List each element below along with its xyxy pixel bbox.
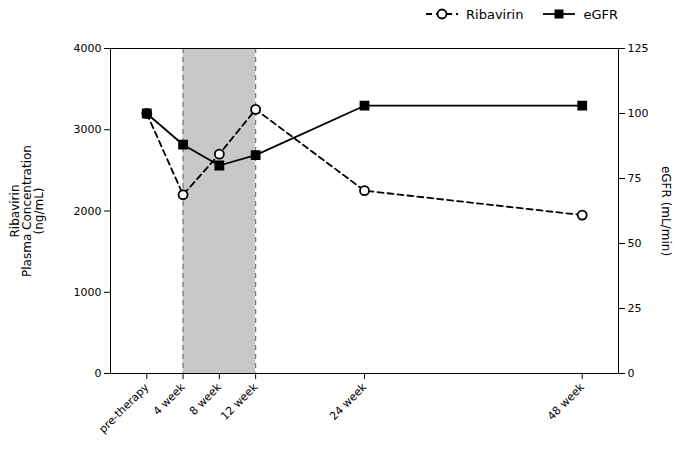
svg-text:eGFR (mL/min): eGFR (mL/min) (659, 166, 673, 256)
svg-text:100: 100 (628, 107, 649, 120)
svg-text:pre-therapy: pre-therapy (96, 380, 151, 435)
svg-text:0: 0 (628, 367, 635, 380)
html-text:eGFR: eGFR (583, 6, 618, 22)
svg-text:125: 125 (628, 42, 649, 55)
svg-text:3000: 3000 (74, 123, 102, 136)
svg-text:RibavirinPlasma Concentration(: RibavirinPlasma Concentration(ng/mL) (8, 145, 46, 277)
svg-text:4 week: 4 week (151, 380, 188, 417)
svg-text:75: 75 (628, 172, 642, 185)
svg-text:12 week: 12 week (218, 380, 260, 422)
svg-text:25: 25 (628, 302, 642, 315)
svg-text:8 week: 8 week (186, 380, 224, 418)
svg-text:24 week: 24 week (327, 380, 369, 422)
svg-text:2000: 2000 (74, 205, 102, 218)
html-text:Ribavirin: Ribavirin (466, 6, 524, 22)
svg-text:1000: 1000 (74, 286, 102, 299)
svg-text:48 week: 48 week (545, 380, 587, 422)
svg-text:50: 50 (628, 237, 642, 250)
svg-text:4000: 4000 (74, 42, 102, 55)
svg-text:0: 0 (95, 367, 102, 380)
